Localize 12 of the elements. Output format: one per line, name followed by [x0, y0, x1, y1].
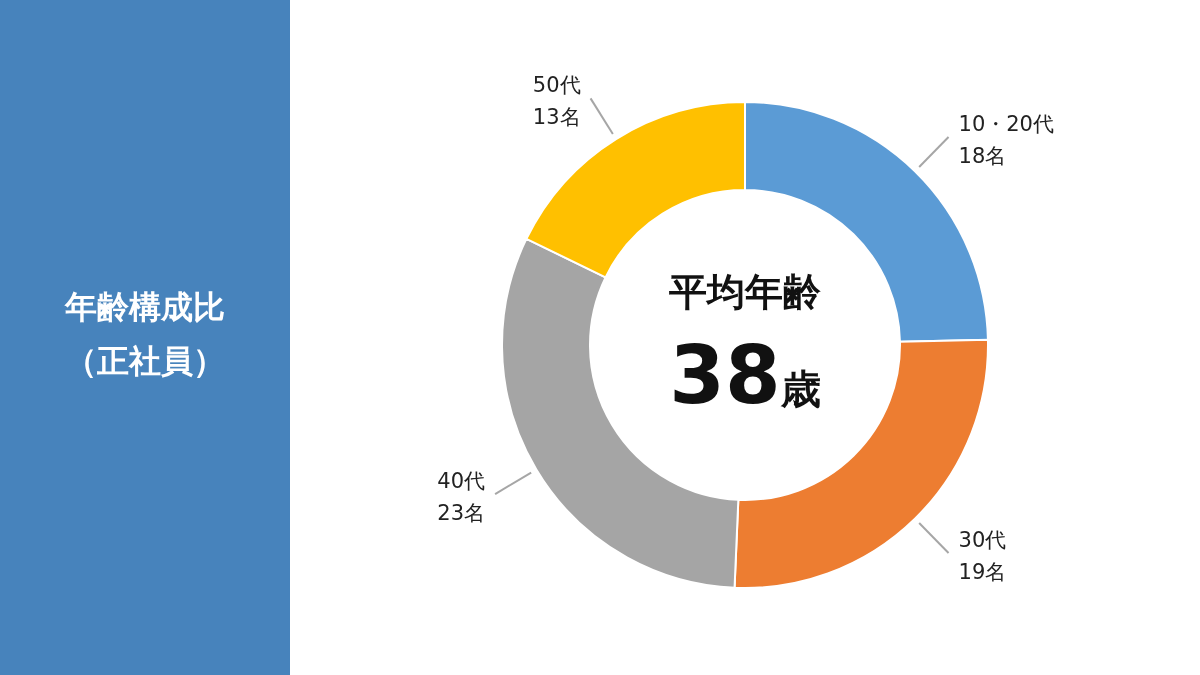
text: （正社員）	[65, 342, 225, 380]
text: 38歳	[669, 329, 821, 422]
data-label: 13名	[532, 105, 581, 130]
data-label: 18名	[958, 144, 1007, 169]
data-label: 19名	[958, 559, 1007, 584]
slice-label: 40代	[437, 469, 486, 494]
slice-label: 50代	[532, 73, 581, 98]
text: 平均年齢	[669, 270, 821, 314]
slice-label: 30代	[958, 527, 1007, 552]
text: 年齢構成比	[64, 288, 225, 326]
slice-label: 10・20代	[958, 112, 1054, 137]
data-label: 23名	[437, 501, 486, 526]
